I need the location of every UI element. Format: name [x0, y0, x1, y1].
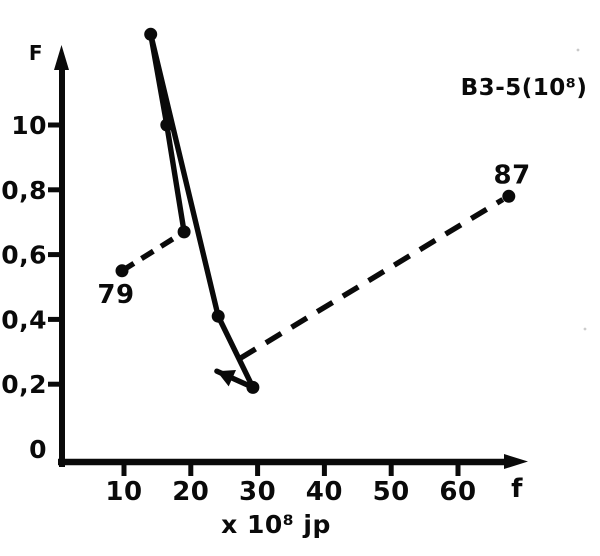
- y-tick-label: 0,8: [1, 176, 47, 205]
- chart-generated-layer: 10 20 30 40 50 60 10 0,8 0,6 0,4 0,2 0 79 87: [1, 27, 531, 507]
- y-tick-label: 10: [11, 111, 47, 140]
- x-tick-label: 60: [439, 477, 476, 507]
- x-axis-unit: x 10⁸ jp: [221, 510, 331, 539]
- point-label-87: 87: [494, 160, 531, 190]
- y-tick-label: 0,6: [1, 241, 47, 270]
- x-axis-title: f: [511, 474, 523, 504]
- scan-noise-speck: [576, 48, 580, 52]
- x-tick-label: 40: [306, 477, 343, 507]
- y-tick-label: 0: [29, 435, 47, 464]
- data-point: [144, 27, 158, 41]
- data-point-79: [115, 264, 129, 278]
- data-point-87: [502, 189, 516, 203]
- data-point: [177, 225, 191, 239]
- y-tick-label: 0,4: [1, 305, 47, 334]
- y-axis-title: F: [29, 41, 43, 65]
- scan-noise-speck: [583, 327, 587, 331]
- y-axis-arrowhead-icon: [54, 45, 69, 70]
- data-point: [246, 380, 260, 394]
- direction-arrowhead-icon: [216, 370, 236, 387]
- x-tick-label: 10: [105, 477, 142, 507]
- data-point: [160, 118, 174, 132]
- x-axis-arrowhead-icon: [504, 454, 528, 469]
- series-path-solid-fall: [147, 31, 256, 391]
- data-point: [211, 309, 225, 323]
- x-tick-label: 20: [172, 477, 209, 507]
- x-tick-label: 30: [239, 477, 276, 507]
- x-tick-label: 50: [373, 477, 410, 507]
- series-path-dashed-rise-79: [120, 229, 186, 274]
- series-path-dashed-rise-87: [238, 197, 505, 361]
- point-label-79: 79: [97, 280, 134, 310]
- y-tick-label: 0,2: [1, 370, 47, 399]
- series-label: B3-5(10⁸): [461, 75, 588, 101]
